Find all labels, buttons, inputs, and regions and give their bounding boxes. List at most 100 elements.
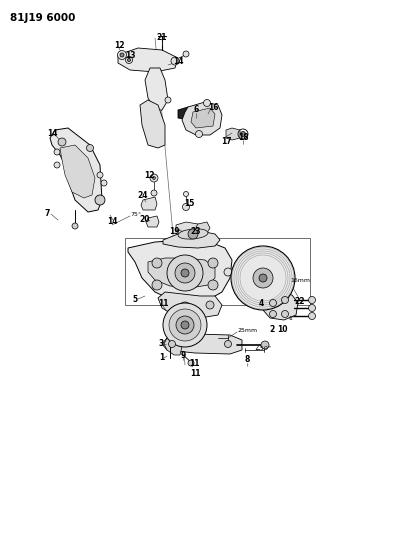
Polygon shape bbox=[226, 128, 240, 140]
Circle shape bbox=[150, 174, 158, 182]
Polygon shape bbox=[176, 222, 200, 232]
Circle shape bbox=[188, 360, 194, 366]
Text: 16mm: 16mm bbox=[290, 279, 310, 284]
Text: 24: 24 bbox=[138, 191, 148, 200]
Circle shape bbox=[163, 303, 207, 347]
Polygon shape bbox=[60, 145, 95, 198]
Text: 11: 11 bbox=[189, 359, 199, 367]
Text: 21: 21 bbox=[157, 34, 167, 43]
Circle shape bbox=[183, 51, 189, 57]
Circle shape bbox=[188, 229, 198, 239]
Circle shape bbox=[171, 57, 179, 65]
Text: 6: 6 bbox=[193, 106, 198, 115]
Circle shape bbox=[58, 138, 66, 146]
Circle shape bbox=[87, 144, 94, 151]
Circle shape bbox=[169, 309, 201, 341]
Polygon shape bbox=[263, 293, 298, 320]
Text: 9: 9 bbox=[180, 351, 185, 359]
Circle shape bbox=[97, 172, 103, 178]
Circle shape bbox=[167, 255, 203, 291]
Circle shape bbox=[175, 263, 195, 283]
Text: 1: 1 bbox=[160, 353, 164, 362]
Circle shape bbox=[208, 258, 218, 268]
Circle shape bbox=[309, 296, 315, 303]
Text: 16: 16 bbox=[208, 102, 218, 111]
Text: 5: 5 bbox=[132, 295, 138, 303]
Circle shape bbox=[176, 316, 194, 334]
Polygon shape bbox=[191, 108, 215, 128]
Text: $\angle$50": $\angle$50" bbox=[254, 343, 272, 352]
Polygon shape bbox=[158, 292, 222, 318]
Text: 8: 8 bbox=[244, 356, 250, 365]
Polygon shape bbox=[140, 100, 165, 148]
Text: 15: 15 bbox=[184, 198, 194, 207]
Text: 3: 3 bbox=[158, 340, 164, 349]
Text: 81J19 6000: 81J19 6000 bbox=[10, 13, 75, 23]
Polygon shape bbox=[141, 197, 157, 210]
Circle shape bbox=[224, 341, 232, 348]
Text: 12: 12 bbox=[114, 41, 124, 50]
Circle shape bbox=[281, 311, 288, 318]
Circle shape bbox=[259, 274, 267, 282]
Text: 2: 2 bbox=[269, 326, 275, 335]
Circle shape bbox=[206, 301, 214, 309]
Circle shape bbox=[269, 311, 277, 318]
Text: 23: 23 bbox=[191, 227, 201, 236]
Polygon shape bbox=[164, 330, 184, 355]
Text: 19: 19 bbox=[169, 227, 179, 236]
Text: 10: 10 bbox=[277, 326, 287, 335]
Text: 17: 17 bbox=[221, 136, 231, 146]
Circle shape bbox=[54, 162, 60, 168]
Polygon shape bbox=[50, 128, 102, 212]
Text: 11: 11 bbox=[158, 298, 168, 308]
Ellipse shape bbox=[178, 229, 208, 239]
Circle shape bbox=[181, 321, 189, 329]
Circle shape bbox=[126, 56, 132, 63]
Text: 20: 20 bbox=[140, 215, 150, 224]
Circle shape bbox=[54, 149, 60, 155]
Text: 4: 4 bbox=[258, 298, 264, 308]
Circle shape bbox=[237, 269, 243, 275]
Circle shape bbox=[181, 269, 189, 277]
Text: 25mm: 25mm bbox=[237, 327, 257, 333]
Text: 14: 14 bbox=[173, 58, 183, 67]
Circle shape bbox=[183, 191, 188, 197]
Text: 13: 13 bbox=[125, 51, 135, 60]
Circle shape bbox=[196, 131, 202, 138]
Circle shape bbox=[208, 280, 218, 290]
Circle shape bbox=[168, 341, 175, 348]
Polygon shape bbox=[148, 258, 215, 288]
Text: 7: 7 bbox=[44, 209, 50, 219]
Circle shape bbox=[203, 100, 211, 107]
Circle shape bbox=[309, 304, 315, 311]
Polygon shape bbox=[178, 107, 202, 120]
Circle shape bbox=[153, 176, 156, 180]
Polygon shape bbox=[196, 222, 210, 233]
Text: 12: 12 bbox=[144, 171, 154, 180]
Text: 14: 14 bbox=[47, 128, 57, 138]
Circle shape bbox=[309, 312, 315, 319]
Circle shape bbox=[261, 341, 269, 349]
Circle shape bbox=[281, 296, 288, 303]
Circle shape bbox=[179, 302, 191, 314]
Polygon shape bbox=[145, 68, 168, 110]
Circle shape bbox=[101, 180, 107, 186]
Text: 14: 14 bbox=[107, 217, 117, 227]
Text: 1": 1" bbox=[288, 316, 295, 320]
Polygon shape bbox=[146, 216, 159, 227]
Circle shape bbox=[128, 59, 130, 61]
Circle shape bbox=[151, 190, 157, 196]
Circle shape bbox=[152, 258, 162, 268]
Text: 11: 11 bbox=[190, 369, 200, 378]
Circle shape bbox=[269, 300, 277, 306]
Polygon shape bbox=[128, 240, 232, 303]
Text: 18: 18 bbox=[238, 133, 248, 141]
Text: 22: 22 bbox=[295, 296, 305, 305]
Polygon shape bbox=[162, 334, 242, 354]
Circle shape bbox=[183, 204, 190, 211]
Polygon shape bbox=[182, 102, 222, 135]
Circle shape bbox=[231, 246, 295, 310]
Circle shape bbox=[120, 53, 124, 57]
Circle shape bbox=[117, 51, 126, 60]
Circle shape bbox=[152, 280, 162, 290]
